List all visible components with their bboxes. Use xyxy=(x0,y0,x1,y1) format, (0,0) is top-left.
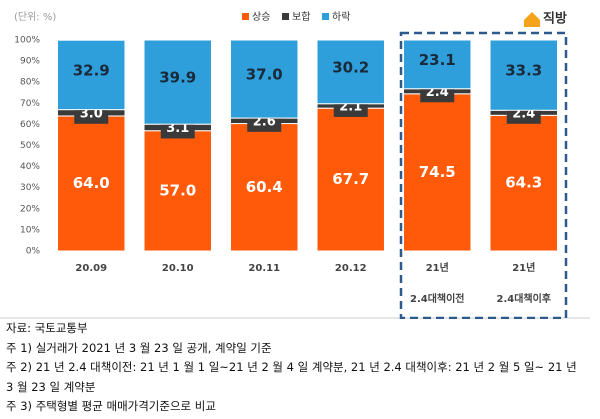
value-label: 30.2 xyxy=(332,58,369,76)
logo: 직방 xyxy=(543,11,567,27)
legend-swatch xyxy=(282,13,289,20)
value-label: 57.0 xyxy=(159,181,196,199)
value-label: 32.9 xyxy=(73,61,110,79)
value-label: 37.0 xyxy=(246,66,283,84)
bar-segment xyxy=(143,130,212,252)
y-tick-label: 0% xyxy=(26,247,41,257)
y-tick-label: 70% xyxy=(20,99,40,109)
x-tick-label: 2.4대책이후 xyxy=(496,292,551,305)
bar-segment xyxy=(316,39,385,105)
y-tick-label: 10% xyxy=(20,225,40,235)
y-tick-label: 100% xyxy=(14,36,40,46)
value-label: 67.7 xyxy=(332,170,369,188)
value-label: 23.1 xyxy=(419,51,456,69)
note: 주 2) 21 년 2.4 대책이전: 21 년 1 월 1 일~21 년 2 … xyxy=(6,360,577,394)
bar-segment xyxy=(403,39,472,90)
legend-label: 하락 xyxy=(332,10,350,23)
y-tick-label: 90% xyxy=(20,57,40,67)
x-tick-label: 20.09 xyxy=(75,263,107,274)
highlight-box xyxy=(399,31,568,319)
y-tick-label: 50% xyxy=(20,141,40,151)
y-tick-label: 20% xyxy=(20,204,40,214)
bar-segment xyxy=(316,107,385,252)
value-label: 74.5 xyxy=(419,163,456,181)
value-label: 64.3 xyxy=(505,174,542,192)
bar-segment xyxy=(230,39,299,119)
legend-label: 상승 xyxy=(252,11,270,23)
note: 주 3) 주택형별 평균 매매가격기준으로 비교 xyxy=(6,399,216,413)
y-tick-label: 80% xyxy=(20,78,40,88)
value-label: 64.0 xyxy=(73,174,110,192)
legend-swatch xyxy=(242,13,249,20)
bar-segment xyxy=(57,39,126,111)
bar-segment xyxy=(489,39,558,111)
x-tick-label: 20.12 xyxy=(335,263,367,274)
bar-segment xyxy=(230,123,299,252)
value-label: 39.9 xyxy=(159,69,196,87)
y-tick-label: 30% xyxy=(20,183,40,193)
x-tick-label: 2.4대책이전 xyxy=(410,292,465,305)
legend-label: 보합 xyxy=(292,11,310,23)
x-tick-label: 21년 xyxy=(426,261,449,274)
value-label: 60.4 xyxy=(246,178,283,196)
x-tick-label: 21년 xyxy=(512,261,535,274)
bar-segment xyxy=(143,39,212,125)
unit-label: (단위: %) xyxy=(14,10,56,23)
bar-segment xyxy=(57,115,126,252)
bar-segment xyxy=(489,114,558,252)
y-tick-label: 60% xyxy=(20,120,40,130)
note: 자료: 국토교통부 xyxy=(6,321,88,335)
logo-icon xyxy=(524,12,540,27)
y-tick-label: 40% xyxy=(20,162,40,172)
note: 주 1) 실거래가 2021 년 3 월 23 일 공개, 계약일 기준 xyxy=(6,340,272,355)
value-label: 3.1 xyxy=(166,121,189,136)
x-tick-label: 20.11 xyxy=(248,263,280,274)
logo-group: 직방 xyxy=(524,11,567,27)
chart: (단위: %) 직방 0% 10% 20% 30% 40% 50% 60% 70% 80% 90%… xyxy=(0,10,590,319)
legend-swatch xyxy=(322,13,329,20)
value-label: 33.3 xyxy=(505,62,542,80)
x-tick-label: 20.10 xyxy=(162,263,194,274)
